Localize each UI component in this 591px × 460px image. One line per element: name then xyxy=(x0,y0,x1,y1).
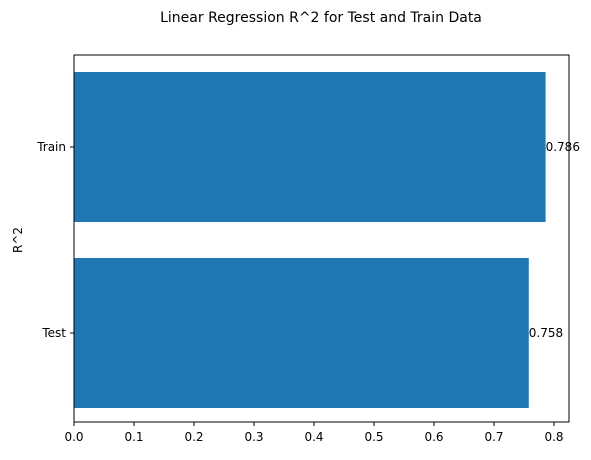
x-tick-label-3: 0.3 xyxy=(244,430,263,444)
x-tick-label-1: 0.1 xyxy=(124,430,143,444)
data-label-test: 0.758 xyxy=(529,326,563,340)
bar-train xyxy=(74,72,546,222)
y-axis-label: R^2 xyxy=(11,227,25,253)
x-tick-label-2: 0.2 xyxy=(184,430,203,444)
y-tick-label-test: Test xyxy=(41,326,66,340)
data-labels-group: 0.758 0.786 xyxy=(529,140,580,340)
y-tick-label-train: Train xyxy=(36,140,66,154)
x-tick-label-0: 0.0 xyxy=(64,430,83,444)
x-tick-label-8: 0.8 xyxy=(544,430,563,444)
data-label-train: 0.786 xyxy=(546,140,580,154)
chart-title: Linear Regression R^2 for Test and Train… xyxy=(160,10,482,26)
x-ticks-group: 0.0 0.1 0.2 0.3 0.4 0.5 0.6 0.7 0.8 xyxy=(64,422,564,444)
x-tick-label-7: 0.7 xyxy=(484,430,503,444)
x-tick-label-6: 0.6 xyxy=(424,430,443,444)
plot-frame xyxy=(73,54,570,423)
y-ticks-group: Test Train xyxy=(36,140,74,340)
x-tick-label-5: 0.5 xyxy=(364,430,383,444)
bar-test xyxy=(74,258,529,408)
bars-group xyxy=(74,72,546,408)
x-tick-label-4: 0.4 xyxy=(304,430,323,444)
